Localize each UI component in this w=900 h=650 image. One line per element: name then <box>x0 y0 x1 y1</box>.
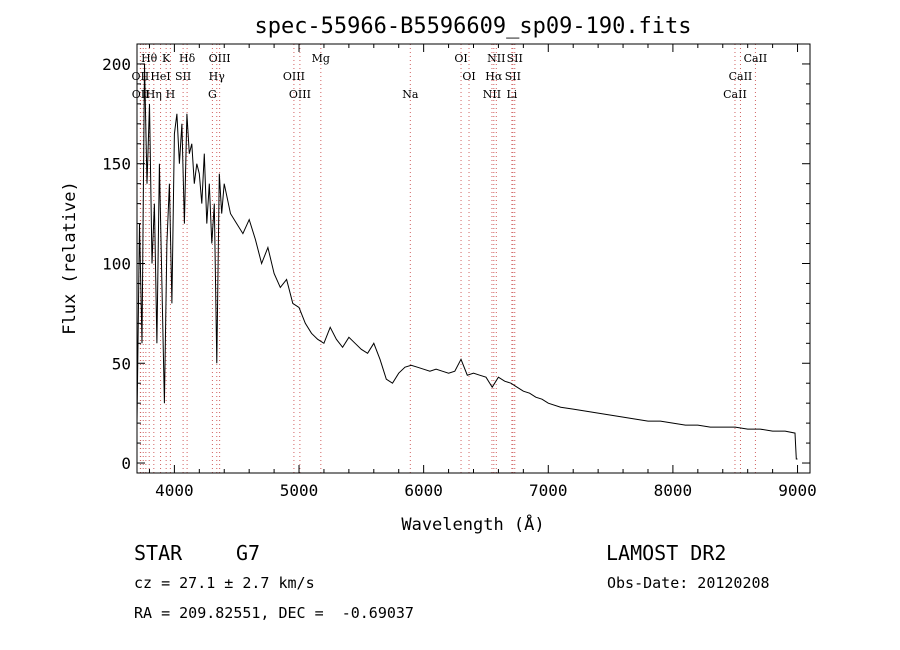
line-label-6: NII <box>487 52 505 65</box>
x-tick-label-4: 8000 <box>654 481 693 500</box>
plot-frame <box>136 43 811 474</box>
x-tick-label-5: 9000 <box>778 481 817 500</box>
line-label-19: Hη <box>146 88 162 101</box>
line-label-9: OII <box>132 70 150 83</box>
line-label-20: H <box>166 88 176 101</box>
object-class: STAR <box>134 541 183 565</box>
line-label-25: Li <box>506 88 517 101</box>
line-label-13: OIII <box>283 70 305 83</box>
x-tick-label-1: 5000 <box>280 481 319 500</box>
line-label-15: Hα <box>485 70 503 83</box>
line-label-1: K <box>162 52 171 65</box>
line-label-17: CaII <box>729 70 753 83</box>
line-label-21: G <box>208 88 217 101</box>
line-label-26: CaII <box>723 88 747 101</box>
chart-title: spec-55966-B5596609_sp09-190.fits <box>254 14 691 39</box>
redshift-velocity: cz = 27.1 ± 2.7 km/s <box>134 574 315 592</box>
y-axis-ticks: 0 50 100 150 200 <box>102 55 810 473</box>
y-tick-label-0: 0 <box>121 454 131 473</box>
sky-coordinates: RA = 209.82551, DEC = -0.69037 <box>134 604 414 622</box>
object-subclass: G7 <box>236 541 261 565</box>
line-label-16: SII <box>505 70 521 83</box>
x-tick-label-2: 6000 <box>404 481 443 500</box>
y-tick-label-1: 50 <box>112 354 131 373</box>
line-label-24: NII <box>483 88 501 101</box>
line-label-14: OI <box>462 70 475 83</box>
y-axis-label: Flux (relative) <box>60 181 80 335</box>
y-tick-label-3: 150 <box>102 155 131 174</box>
survey-name: LAMOST DR2 <box>606 541 727 565</box>
x-tick-label-3: 7000 <box>529 481 568 500</box>
x-axis-ticks: 4000 5000 6000 7000 8000 9000 <box>148 44 817 500</box>
line-label-2: Hδ <box>179 52 196 65</box>
line-label-4: Mg <box>312 52 330 65</box>
line-label-11: SII <box>175 70 191 83</box>
y-tick-label-4: 200 <box>102 55 131 74</box>
line-label-8: CaII <box>744 52 768 65</box>
line-label-12: Hγ <box>209 70 226 83</box>
x-axis-label: Wavelength (Å) <box>401 513 544 535</box>
line-markers <box>139 44 756 473</box>
line-label-0: Hθ <box>141 52 158 65</box>
x-tick-label-0: 4000 <box>155 481 194 500</box>
line-label-3: OIII <box>209 52 231 65</box>
observation-date: Obs-Date: 20120208 <box>607 574 770 592</box>
spectrum-line <box>136 63 798 460</box>
line-label-10: HeI <box>150 70 170 83</box>
line-label-7: SII <box>507 52 523 65</box>
line-label-5: OI <box>454 52 467 65</box>
y-tick-label-2: 100 <box>102 254 131 273</box>
line-label-23: Na <box>402 88 419 101</box>
line-label-22: OIII <box>289 88 311 101</box>
